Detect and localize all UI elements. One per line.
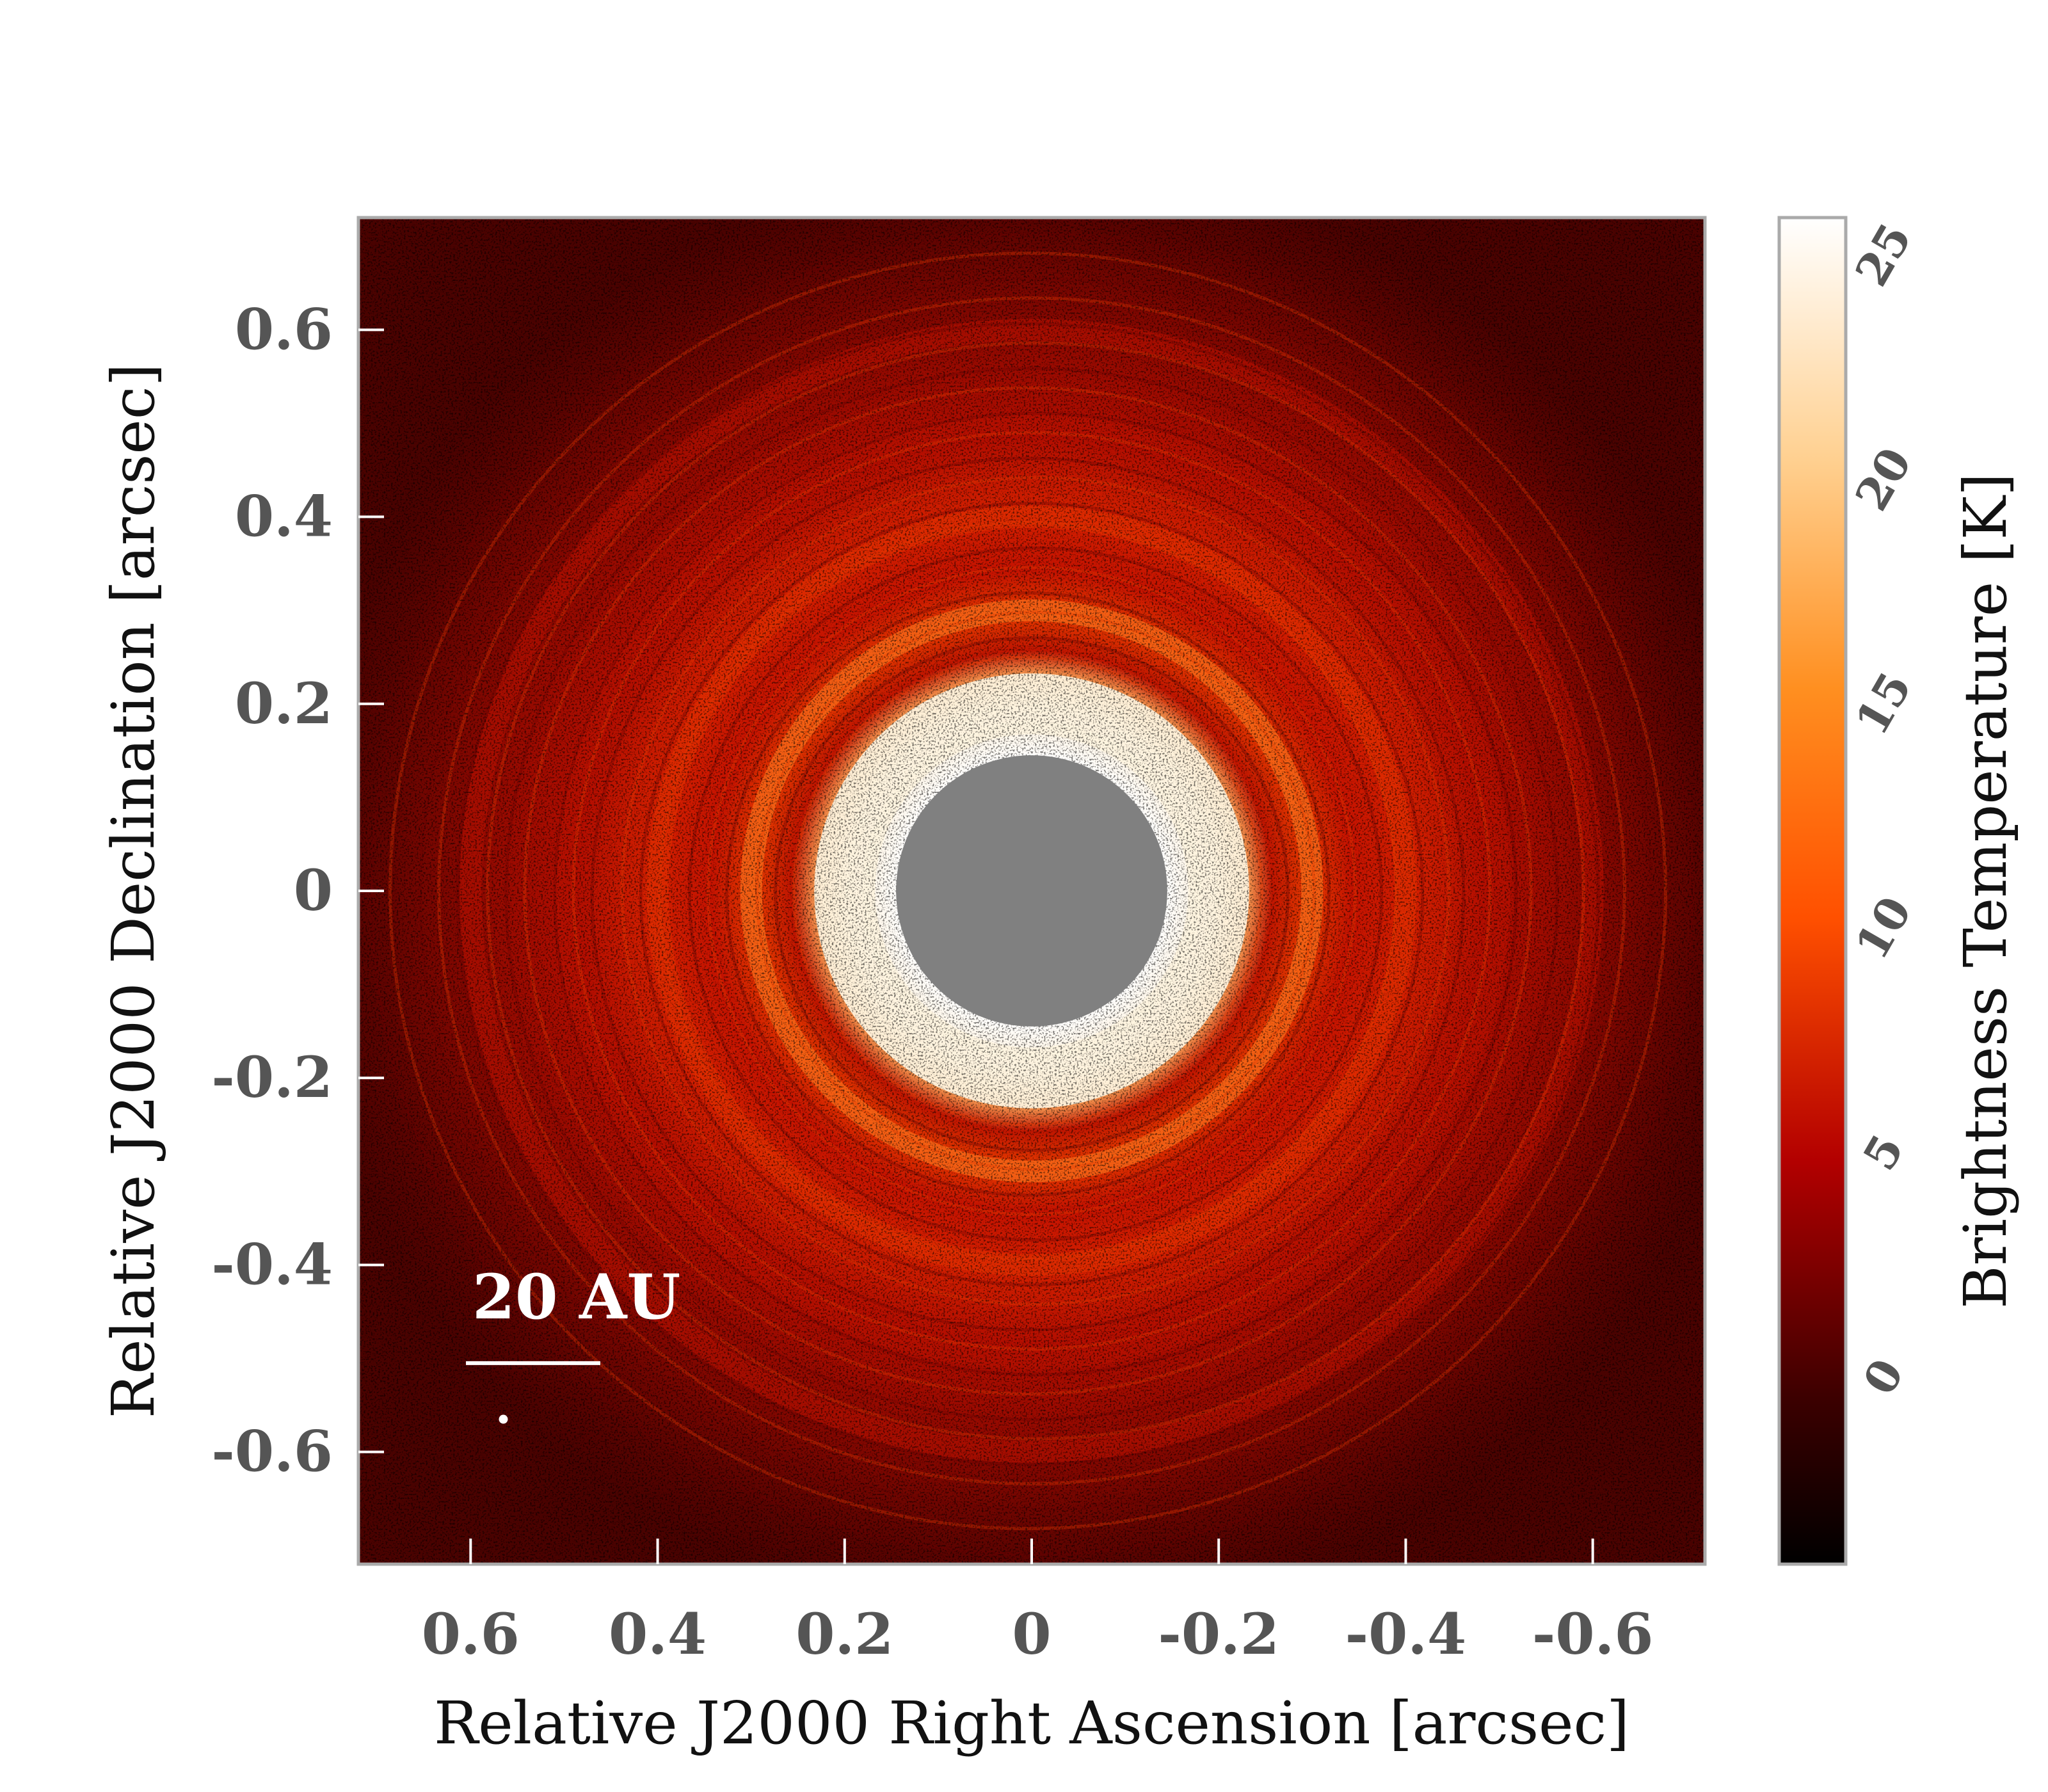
x-tick-label: 0.4 <box>609 1601 707 1667</box>
x-axis-label: Relative J2000 Right Ascension [arcsec] <box>434 1689 1629 1757</box>
colorbar-tick-label: 10 <box>1844 888 1922 968</box>
x-tick-label: 0.6 <box>422 1601 520 1667</box>
colorbar-tick-label: 15 <box>1844 663 1922 744</box>
colorbar-tick-label: 5 <box>1853 1126 1914 1180</box>
x-tick-label: 0.2 <box>796 1601 893 1667</box>
colorbar-label: Brightness Temperature [K] <box>1951 473 2020 1309</box>
image-panel <box>358 218 1705 1564</box>
scale-bar: 20 AU <box>466 1261 680 1424</box>
y-axis-label: Relative J2000 Declination [arcsec] <box>99 364 168 1419</box>
colorbar-ticks: 0 5 10 15 20 25 <box>1844 214 1922 1404</box>
y-tick-label: 0.2 <box>235 670 333 737</box>
y-tick-label: 0.6 <box>235 296 333 362</box>
beam-marker <box>499 1414 508 1424</box>
y-tick-label: 0 <box>294 857 333 924</box>
x-axis-ticks: 0.6 0.4 0.2 0 -0.2 -0.4 -0.6 <box>422 1539 1654 1667</box>
masked-center <box>896 755 1167 1027</box>
y-axis-ticks: 0.6 0.4 0.2 0 -0.2 -0.4 -0.6 <box>211 296 384 1485</box>
x-tick-label: -0.6 <box>1532 1601 1654 1667</box>
y-tick-label: -0.6 <box>211 1418 333 1485</box>
x-tick-label: 0 <box>1012 1601 1051 1667</box>
colorbar-tick-label: 20 <box>1844 439 1922 520</box>
x-tick-label: -0.2 <box>1158 1601 1279 1667</box>
x-tick-label: -0.4 <box>1345 1601 1467 1667</box>
colorbar-tick-label: 0 <box>1853 1350 1914 1404</box>
y-tick-label: -0.4 <box>211 1231 333 1297</box>
colorbar-gradient <box>1777 216 1848 1566</box>
y-tick-label: 0.4 <box>235 483 333 550</box>
colorbar: 0 5 10 15 20 25 Brightness Temperature [K] <box>1777 214 2020 1566</box>
colorbar-tick-label: 25 <box>1844 214 1922 295</box>
scale-bar-label: 20 AU <box>472 1261 680 1333</box>
y-tick-label: -0.2 <box>211 1044 333 1110</box>
